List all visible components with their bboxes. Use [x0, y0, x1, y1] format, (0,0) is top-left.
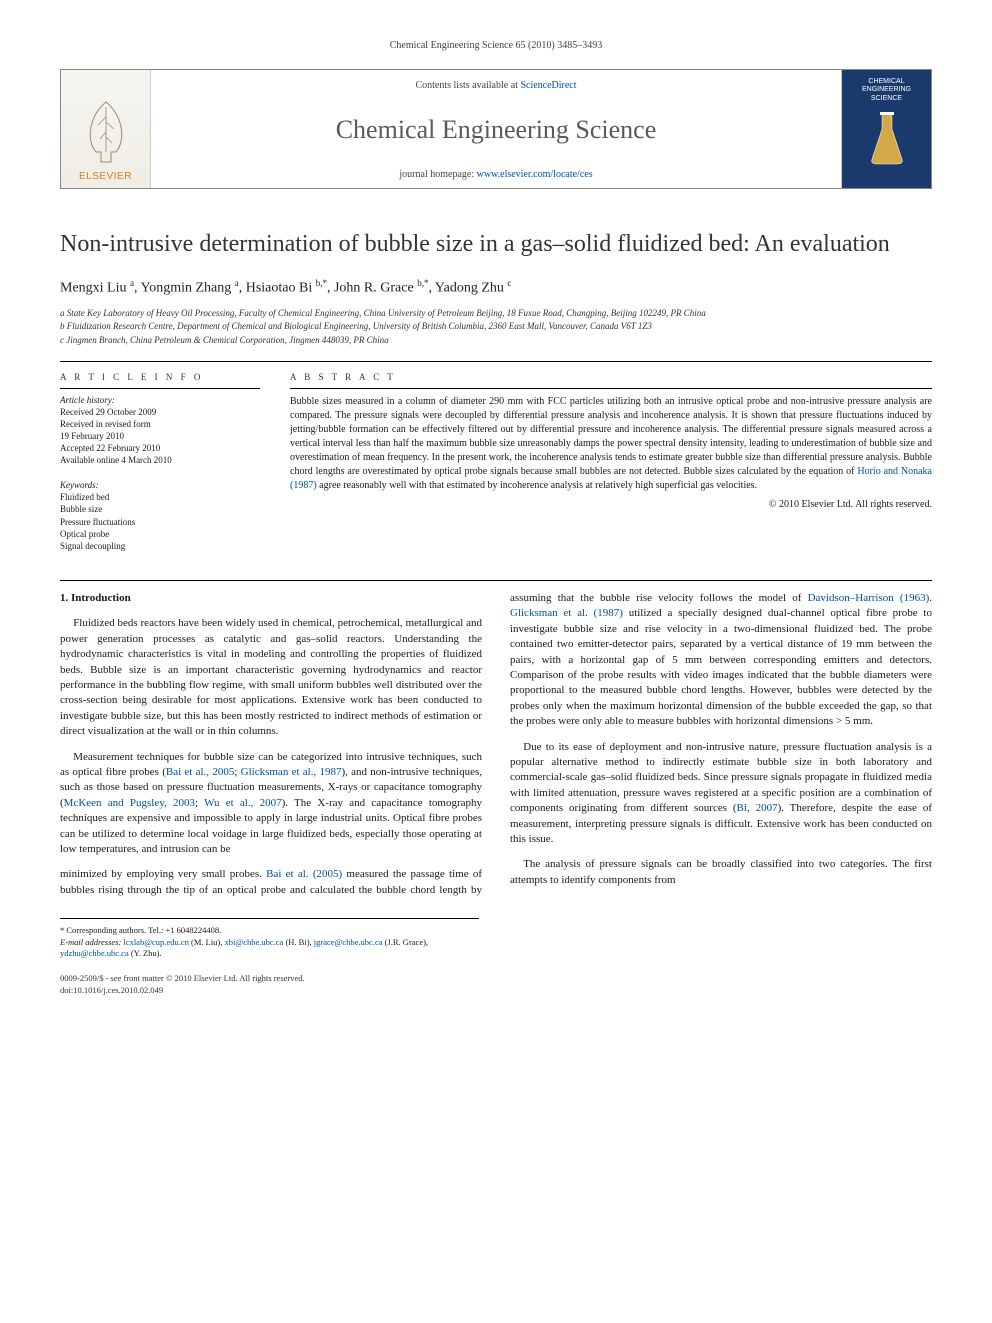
- paragraph-2: Measurement techniques for bubble size c…: [60, 750, 482, 858]
- abstract-before: Bubble sizes measured in a column of dia…: [290, 396, 932, 477]
- contents-line: Contents lists available at ScienceDirec…: [415, 80, 576, 91]
- journal-name: Chemical Engineering Science: [336, 115, 657, 145]
- abstract-copyright: © 2010 Elsevier Ltd. All rights reserved…: [290, 499, 932, 510]
- divider: [60, 361, 932, 362]
- email-link[interactable]: jgrace@chbe.ubc.ca: [314, 937, 383, 947]
- journal-banner: ELSEVIER Contents lists available at Sci…: [60, 69, 932, 189]
- abstract-text: Bubble sizes measured in a column of dia…: [290, 395, 932, 493]
- keywords-label: Keywords:: [60, 480, 260, 490]
- email-link[interactable]: xbi@chbe.ubc.ca: [225, 937, 284, 947]
- body-two-column: 1. Introduction Fluidized beds reactors …: [60, 591, 932, 898]
- email-who: (J.R. Grace),: [383, 937, 429, 947]
- cover-title: CHEMICAL ENGINEERING SCIENCE: [862, 78, 911, 103]
- paragraph-1: Fluidized beds reactors have been widely…: [60, 616, 482, 739]
- history-label: Article history:: [60, 395, 260, 405]
- cite-glicksman-1987b[interactable]: Glicksman et al. (1987): [510, 607, 623, 619]
- footer-doi: doi:10.1016/j.ces.2010.02.049: [60, 985, 932, 996]
- email-link[interactable]: lcxlab@cup.edu.cn: [123, 937, 188, 947]
- keyword: Fluidized bed: [60, 491, 260, 503]
- affiliations: a State Key Laboratory of Heavy Oil Proc…: [60, 307, 932, 347]
- history-line: Available online 4 March 2010: [60, 454, 260, 466]
- corresponding-author: * Corresponding authors. Tel.: +1 604822…: [60, 925, 479, 936]
- history-line: 19 February 2010: [60, 430, 260, 442]
- sciencedirect-link[interactable]: ScienceDirect: [520, 80, 576, 91]
- email-who: (H. Bi),: [283, 937, 313, 947]
- meta-rule: [290, 388, 932, 389]
- p3-after: utilized a specially designed dual-chann…: [510, 607, 932, 727]
- abstract-heading: A B S T R A C T: [290, 372, 932, 382]
- email-who: (M. Liu),: [189, 937, 225, 947]
- cover-line3: SCIENCE: [862, 95, 911, 103]
- abstract-column: A B S T R A C T Bubble sizes measured in…: [290, 372, 932, 552]
- p3-mid2: .: [929, 592, 932, 604]
- paragraph-4: Due to its ease of deployment and non-in…: [510, 740, 932, 848]
- meta-abstract-row: A R T I C L E I N F O Article history: R…: [60, 372, 932, 552]
- homepage-line: journal homepage: www.elsevier.com/locat…: [399, 169, 592, 180]
- author-list: Mengxi Liu a, Yongmin Zhang a, Hsiaotao …: [60, 278, 932, 297]
- contents-prefix: Contents lists available at: [415, 80, 520, 91]
- history-line: Received 29 October 2009: [60, 406, 260, 418]
- keyword: Bubble size: [60, 503, 260, 515]
- cover-line2: ENGINEERING: [862, 86, 911, 94]
- article-title: Non-intrusive determination of bubble si…: [60, 229, 932, 260]
- running-header: Chemical Engineering Science 65 (2010) 3…: [60, 40, 932, 51]
- cite-wu-2007[interactable]: Wu et al., 2007: [204, 797, 282, 809]
- keyword: Signal decoupling: [60, 540, 260, 552]
- cite-davidson-1963[interactable]: Davidson–Harrison (1963): [808, 592, 930, 604]
- divider: [60, 580, 932, 581]
- affiliation-a: a State Key Laboratory of Heavy Oil Proc…: [60, 307, 932, 320]
- history-line: Accepted 22 February 2010: [60, 442, 260, 454]
- keyword-lines: Fluidized bedBubble sizePressure fluctua…: [60, 491, 260, 552]
- homepage-prefix: journal homepage:: [399, 169, 476, 180]
- email-addresses: E-mail addresses: lcxlab@cup.edu.cn (M. …: [60, 937, 479, 960]
- history-lines: Received 29 October 2009Received in revi…: [60, 406, 260, 467]
- footer: 0009-2509/$ - see front matter © 2010 El…: [60, 973, 932, 995]
- email-who: (Y. Zhu).: [129, 948, 162, 958]
- elsevier-tree-icon: [76, 97, 136, 167]
- email-label: E-mail addresses:: [60, 937, 123, 947]
- cite-bi-2007[interactable]: Bi, 2007: [737, 802, 778, 814]
- elsevier-logo-block: ELSEVIER: [61, 70, 151, 188]
- article-info-heading: A R T I C L E I N F O: [60, 372, 260, 382]
- meta-rule: [60, 388, 260, 389]
- elsevier-label: ELSEVIER: [79, 171, 132, 182]
- journal-cover: CHEMICAL ENGINEERING SCIENCE: [841, 70, 931, 188]
- footnotes: * Corresponding authors. Tel.: +1 604822…: [60, 918, 479, 959]
- flask-icon: [862, 109, 912, 169]
- cite-bai-2005b[interactable]: Bai et al. (2005): [266, 868, 342, 880]
- paragraph-5: The analysis of pressure signals can be …: [510, 857, 932, 888]
- banner-center: Contents lists available at ScienceDirec…: [151, 70, 841, 188]
- abstract-after: agree reasonably well with that estimate…: [317, 480, 757, 491]
- history-line: Received in revised form: [60, 418, 260, 430]
- keyword: Optical probe: [60, 528, 260, 540]
- p3-before: minimized by employing very small probes…: [60, 868, 266, 880]
- footer-issn: 0009-2509/$ - see front matter © 2010 El…: [60, 973, 932, 984]
- homepage-link[interactable]: www.elsevier.com/locate/ces: [477, 169, 593, 180]
- article-info-column: A R T I C L E I N F O Article history: R…: [60, 372, 260, 552]
- affiliation-c: c Jingmen Branch, China Petroleum & Chem…: [60, 334, 932, 347]
- cite-mckeen-2003[interactable]: McKeen and Pugsley, 2003: [64, 797, 195, 809]
- affiliation-b: b Fluidization Research Centre, Departme…: [60, 320, 932, 333]
- keyword: Pressure fluctuations: [60, 516, 260, 528]
- cover-line1: CHEMICAL: [862, 78, 911, 86]
- p2-sep3: ;: [195, 797, 204, 809]
- cite-bai-2005[interactable]: Bai et al., 2005: [166, 766, 234, 778]
- email-link[interactable]: ydzhu@chbe.ubc.ca: [60, 948, 129, 958]
- cite-glicksman-1987[interactable]: Glicksman et al., 1987: [241, 766, 342, 778]
- section-1-heading: 1. Introduction: [60, 591, 482, 606]
